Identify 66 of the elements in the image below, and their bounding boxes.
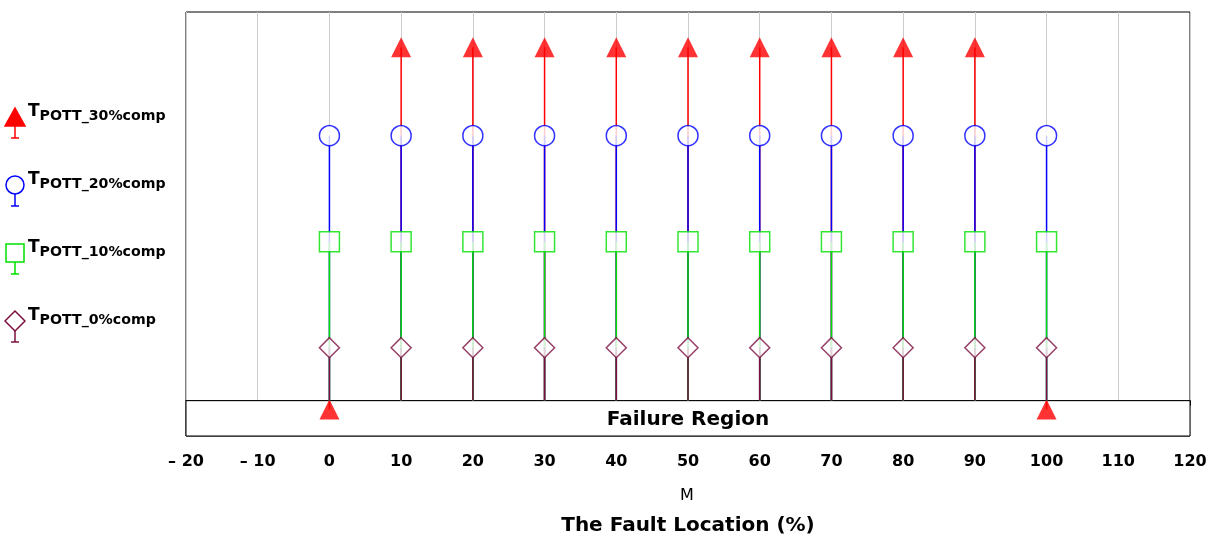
point — [1035, 336, 1058, 359]
point — [318, 124, 341, 147]
legend-label: T$_{POTT_20%comp}$ — [28, 168, 166, 194]
point — [820, 230, 843, 253]
point — [534, 37, 555, 58]
point — [462, 37, 483, 58]
x-tick-label: 30 — [533, 450, 556, 470]
point — [605, 230, 628, 253]
point — [677, 124, 699, 147]
point — [318, 230, 341, 253]
x-tick-label: 50 — [676, 450, 700, 470]
point — [748, 336, 771, 359]
point — [748, 230, 771, 253]
point — [318, 336, 341, 359]
x-tick-label: – 20 — [168, 450, 204, 470]
point — [821, 37, 842, 58]
point — [605, 336, 628, 359]
x-tick-label: 110 — [1101, 450, 1135, 470]
point — [892, 336, 914, 359]
point — [892, 230, 914, 253]
point — [390, 336, 412, 359]
x-tick-label: 60 — [748, 450, 771, 470]
point — [748, 124, 771, 147]
point — [605, 124, 628, 147]
x-tick-label: 90 — [963, 450, 986, 470]
legend-label: T$_{POTT_30%comp}$ — [28, 100, 166, 126]
point — [1036, 399, 1057, 420]
point — [892, 124, 914, 147]
point — [533, 336, 556, 359]
point — [533, 230, 556, 253]
x-tick-label: 10 — [390, 450, 413, 470]
legend-label: T$_{POTT_0%comp}$ — [28, 304, 156, 330]
point — [462, 336, 484, 359]
point — [533, 124, 556, 147]
point — [678, 37, 698, 58]
point — [749, 37, 770, 58]
point — [1035, 124, 1058, 147]
legend-label: T$_{POTT_10%comp}$ — [28, 236, 166, 262]
point — [964, 124, 986, 147]
x-tick-label: 100 — [1029, 450, 1064, 470]
point — [893, 37, 914, 58]
point — [964, 37, 985, 58]
x-tick-label: 0 — [323, 450, 335, 470]
point — [462, 124, 484, 147]
x-tick-label: 40 — [605, 450, 628, 470]
x-tick-label: 70 — [820, 450, 843, 470]
point — [820, 336, 843, 359]
text: M — [680, 484, 694, 504]
x-axis-title: The Fault Location (%) — [561, 512, 815, 536]
point — [319, 399, 340, 420]
point — [964, 336, 986, 359]
x-tick-label: 120 — [1173, 450, 1207, 470]
point — [390, 124, 412, 147]
point — [820, 124, 843, 147]
point — [390, 230, 412, 253]
point — [606, 37, 627, 58]
point — [677, 336, 699, 359]
band-label: Failure Region — [606, 406, 770, 431]
point — [964, 230, 986, 253]
x-tick-label: 80 — [892, 450, 915, 470]
point — [462, 230, 484, 253]
x-tick-label: – 10 — [239, 450, 276, 470]
point — [391, 37, 412, 58]
point — [1035, 230, 1058, 253]
point — [677, 230, 699, 253]
x-tick-label: 20 — [461, 450, 484, 470]
